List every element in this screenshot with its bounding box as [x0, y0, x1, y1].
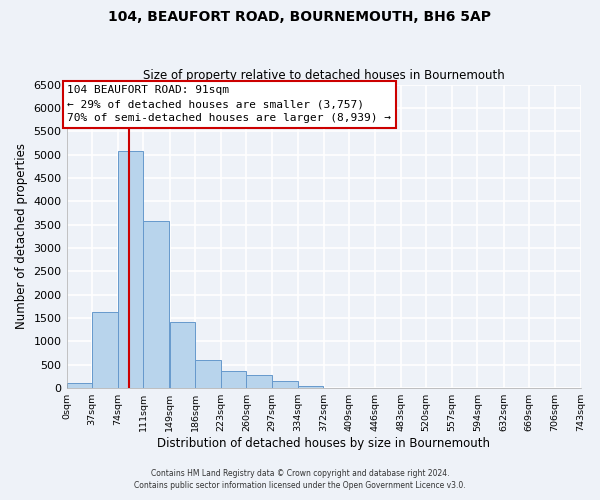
- Bar: [221, 371, 247, 388]
- Bar: [143, 221, 169, 388]
- Bar: [298, 386, 323, 388]
- Text: 104, BEAUFORT ROAD, BOURNEMOUTH, BH6 5AP: 104, BEAUFORT ROAD, BOURNEMOUTH, BH6 5AP: [109, 10, 491, 24]
- Bar: [67, 384, 92, 388]
- Bar: [170, 322, 195, 388]
- Text: 104 BEAUFORT ROAD: 91sqm
← 29% of detached houses are smaller (3,757)
70% of sem: 104 BEAUFORT ROAD: 91sqm ← 29% of detach…: [67, 86, 391, 124]
- Bar: [247, 375, 272, 388]
- X-axis label: Distribution of detached houses by size in Bournemouth: Distribution of detached houses by size …: [157, 437, 490, 450]
- Bar: [195, 360, 221, 388]
- Text: Contains HM Land Registry data © Crown copyright and database right 2024.
Contai: Contains HM Land Registry data © Crown c…: [134, 468, 466, 490]
- Y-axis label: Number of detached properties: Number of detached properties: [15, 144, 28, 330]
- Bar: [272, 381, 298, 388]
- Bar: [92, 312, 118, 388]
- Bar: [118, 152, 143, 388]
- Title: Size of property relative to detached houses in Bournemouth: Size of property relative to detached ho…: [143, 69, 505, 82]
